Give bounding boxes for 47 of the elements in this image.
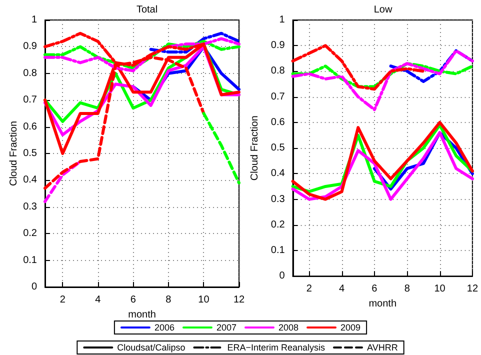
y-tick-label: 0.6 xyxy=(23,121,38,132)
y-axis-title: Cloud Fraction xyxy=(8,120,20,186)
x-tick-label: 2 xyxy=(60,294,66,306)
y-tick-label: 0.1 xyxy=(270,244,286,256)
y-tick-label: 0.5 xyxy=(23,148,38,159)
y-tick-label: 0.6 xyxy=(270,116,286,128)
x-tick-label: 4 xyxy=(339,284,346,295)
x-axis-title: month xyxy=(128,309,156,320)
chart-title: Low xyxy=(374,4,393,16)
y-tick-label: 0.2 xyxy=(270,219,286,230)
y-tick-label: 0.7 xyxy=(270,91,286,102)
y-tick-label: 0 xyxy=(279,270,286,282)
legend-label: 2007 xyxy=(216,322,237,332)
y-tick-label: 0.4 xyxy=(23,174,38,186)
y-tick-label: 1 xyxy=(279,14,286,26)
y-tick-label: 0.5 xyxy=(270,142,286,154)
x-tick-label: 4 xyxy=(95,294,102,306)
x-tick-label: 6 xyxy=(130,294,136,306)
legend-label: 2006 xyxy=(154,322,174,332)
x-tick-label: 10 xyxy=(198,294,210,306)
y-tick-label: 0.8 xyxy=(270,66,286,77)
legend-label: 2009 xyxy=(340,322,361,332)
legend-label: 2008 xyxy=(278,322,299,332)
y-tick-label: 0.3 xyxy=(270,194,286,205)
y-tick-label: 1 xyxy=(31,14,38,26)
x-tick-label: 2 xyxy=(306,284,312,295)
y-tick-label: 0.9 xyxy=(23,41,38,52)
chart-title: Total xyxy=(136,4,158,16)
x-axis-title: month xyxy=(368,298,397,310)
y-tick-label: 0 xyxy=(31,282,38,292)
y-axis-title: Cloud Fraction xyxy=(250,116,260,181)
y-tick-label: 0.7 xyxy=(23,94,38,106)
y-tick-label: 0.2 xyxy=(23,228,38,240)
x-tick-label: 6 xyxy=(372,284,378,295)
y-tick-label: 0.8 xyxy=(23,68,38,79)
x-tick-label: 10 xyxy=(434,284,446,295)
legend-label: Cloudsat/Calipso xyxy=(117,342,186,352)
y-tick-label: 0.9 xyxy=(270,40,286,52)
legend-label: AVHRR xyxy=(366,342,398,352)
x-tick-label: 8 xyxy=(404,284,410,295)
x-tick-label: 8 xyxy=(166,294,172,306)
x-tick-label: 12 xyxy=(233,294,245,306)
y-tick-label: 0.1 xyxy=(23,254,38,266)
y-tick-label: 0.4 xyxy=(270,168,286,180)
x-tick-label: 12 xyxy=(466,284,478,295)
y-tick-label: 0.3 xyxy=(23,201,38,212)
legend-label: ERA−Interim Reanalysis xyxy=(227,342,326,352)
